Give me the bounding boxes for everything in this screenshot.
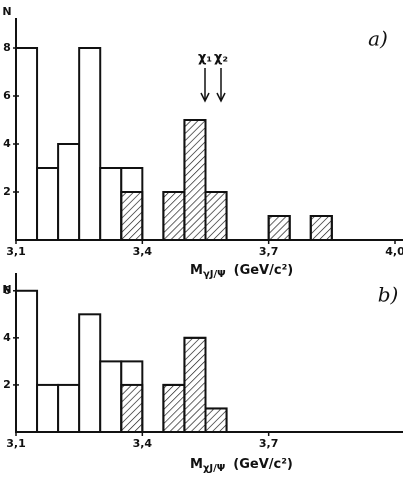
bar: [15, 289, 39, 433]
bar: [36, 383, 60, 433]
x-label-unit: (GeV/c²): [233, 457, 293, 472]
x-tick-label: 3,4: [133, 245, 153, 258]
y-tick-label: 4: [3, 137, 11, 150]
x-tick-label: 4,0: [385, 245, 403, 258]
x-label-sub: γJ/Ψ: [203, 269, 226, 280]
x-label-main: M: [190, 457, 203, 472]
hatched-bar: [120, 191, 144, 241]
chi-arrows: [200, 68, 226, 103]
x-tick-label: 3,7: [259, 437, 279, 450]
x-axis-label: MγJ/Ψ (GeV/c²): [190, 263, 293, 281]
hatched-bar: [204, 407, 228, 434]
hatched-bar: [267, 215, 291, 241]
x-label-sub: χJ/Ψ: [203, 463, 225, 474]
hatched-bar: [162, 383, 186, 433]
y-tick-label: 4: [3, 331, 11, 344]
x-tick-label: 3,4: [133, 437, 153, 450]
bar: [15, 47, 39, 241]
annotation: χ₂: [214, 51, 228, 66]
hatched-bar: [120, 383, 144, 433]
bar: [78, 313, 102, 433]
bar: [78, 47, 102, 241]
hatched-bar: [309, 215, 333, 241]
y-axis-label: N: [2, 5, 11, 18]
hatched-bar: [183, 119, 207, 241]
y-tick-label: 6: [3, 89, 11, 102]
hatched-bar: [204, 191, 228, 241]
x-tick-label: 3,1: [6, 245, 26, 258]
y-tick-label: 6: [3, 284, 11, 297]
annotation: χ₁: [198, 51, 212, 66]
bar: [57, 143, 81, 241]
panel-label: b): [378, 283, 399, 307]
x-tick-label: 3,7: [259, 245, 279, 258]
x-axis-label: MχJ/Ψ (GeV/c²): [190, 457, 293, 475]
bar: [57, 383, 81, 433]
bar: [36, 167, 60, 241]
hatched-bar: [183, 336, 207, 434]
panel-label: a): [368, 27, 388, 51]
bar: [99, 167, 123, 241]
y-axis-label: N: [2, 283, 11, 296]
x-label-unit: (GeV/c²): [234, 263, 294, 278]
y-tick-label: 2: [3, 185, 11, 198]
y-tick-label: 8: [3, 41, 11, 54]
x-label-main: M: [190, 263, 203, 278]
x-tick-label: 3,1: [6, 437, 26, 450]
bar: [99, 360, 123, 433]
y-tick-label: 2: [3, 378, 11, 391]
hatched-bar: [162, 191, 186, 241]
